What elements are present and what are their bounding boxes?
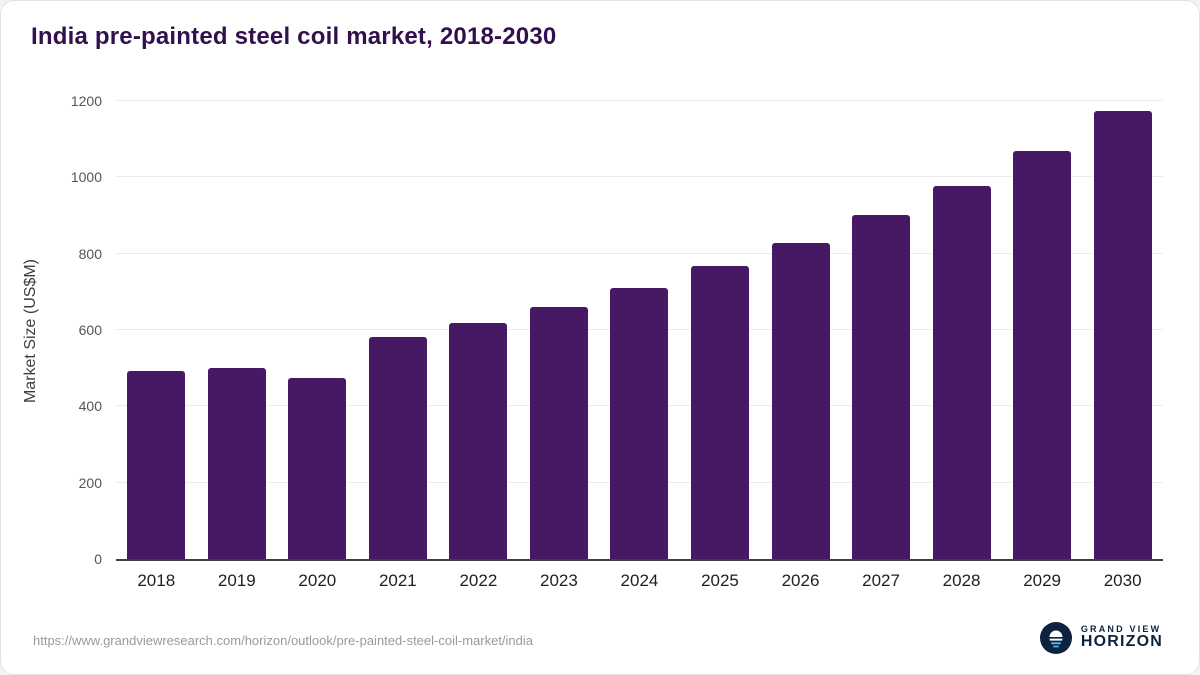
y-tick-label: 0: [94, 551, 102, 567]
bar-column: [760, 101, 841, 559]
y-tick-label: 200: [78, 474, 102, 491]
bar-2025: [690, 265, 749, 559]
x-tick-label: 2021: [378, 571, 417, 590]
x-tick-label: 2023: [540, 571, 578, 590]
bar-column: [841, 101, 922, 559]
bar-2026: [771, 242, 830, 559]
y-tick-label: 1000: [70, 169, 102, 186]
x-tick-label: 2027: [862, 571, 900, 590]
y-tick-label: 1200: [70, 93, 102, 109]
x-axis-ticks: 2018 2019 2020 2021 2022 2023 2024 2025 2026 2027…: [116, 571, 1163, 591]
bar-2018: [127, 370, 186, 559]
x-tick-label: 2028: [942, 571, 981, 590]
bar-column: [358, 101, 439, 559]
gridline: [116, 100, 1163, 101]
bar-2024: [610, 288, 669, 559]
bar-column: [680, 101, 761, 559]
x-tick-label: 2030: [1103, 571, 1142, 590]
bar-column: [116, 101, 197, 559]
gridline: [116, 252, 1163, 254]
bar-column: [599, 101, 680, 559]
bar-2028: [932, 185, 991, 559]
gridline: [116, 176, 1163, 178]
bar-2022: [449, 323, 508, 559]
x-tick-label: 2019: [217, 571, 256, 590]
y-tick-label: 600: [78, 322, 102, 338]
plot-area: 0 200 400 600 800 1000 1200 2018 2019 2020 2021 20…: [71, 93, 1163, 590]
x-tick-label: 2025: [701, 571, 739, 590]
brand-name-top: GRAND VIEW: [1080, 623, 1162, 634]
x-tick-label: 2026: [781, 571, 820, 590]
source-url: https://www.grandviewresearch.com/horizo…: [33, 633, 534, 648]
brand-name-bottom: HORIZON: [1080, 633, 1163, 651]
bar-column: [438, 101, 519, 559]
x-tick-label: 2029: [1023, 571, 1062, 590]
y-tick-label: 400: [78, 398, 102, 415]
y-axis-title: Market Size (US$M): [22, 258, 39, 404]
x-tick-label: 2020: [298, 571, 337, 590]
x-tick-label: 2022: [459, 571, 498, 590]
bar-2030: [1093, 110, 1152, 559]
bar-2029: [1013, 151, 1072, 559]
bar-column: [197, 101, 278, 559]
bar-column: [1082, 101, 1163, 559]
y-tick-label: 800: [78, 245, 102, 262]
bar-2021: [368, 337, 427, 559]
bar-2020: [288, 378, 347, 559]
bar-column: [921, 101, 1002, 559]
bar-2027: [852, 215, 911, 559]
bar-series: [116, 101, 1163, 559]
x-tick-label: 2018: [137, 571, 176, 590]
bar-2023: [529, 307, 588, 559]
brand-name: GRAND VIEW HORIZON: [1080, 623, 1163, 651]
chart-title: India pre-painted steel coil market, 201…: [31, 23, 557, 50]
x-tick-label: 2024: [620, 571, 659, 590]
horizon-icon: [1039, 622, 1072, 654]
bar-2019: [207, 368, 266, 559]
bar-column: [519, 101, 600, 559]
bar-column: [277, 101, 358, 559]
bar-column: [1002, 101, 1083, 559]
brand-logo: GRAND VIEW HORIZON: [1039, 622, 1163, 654]
